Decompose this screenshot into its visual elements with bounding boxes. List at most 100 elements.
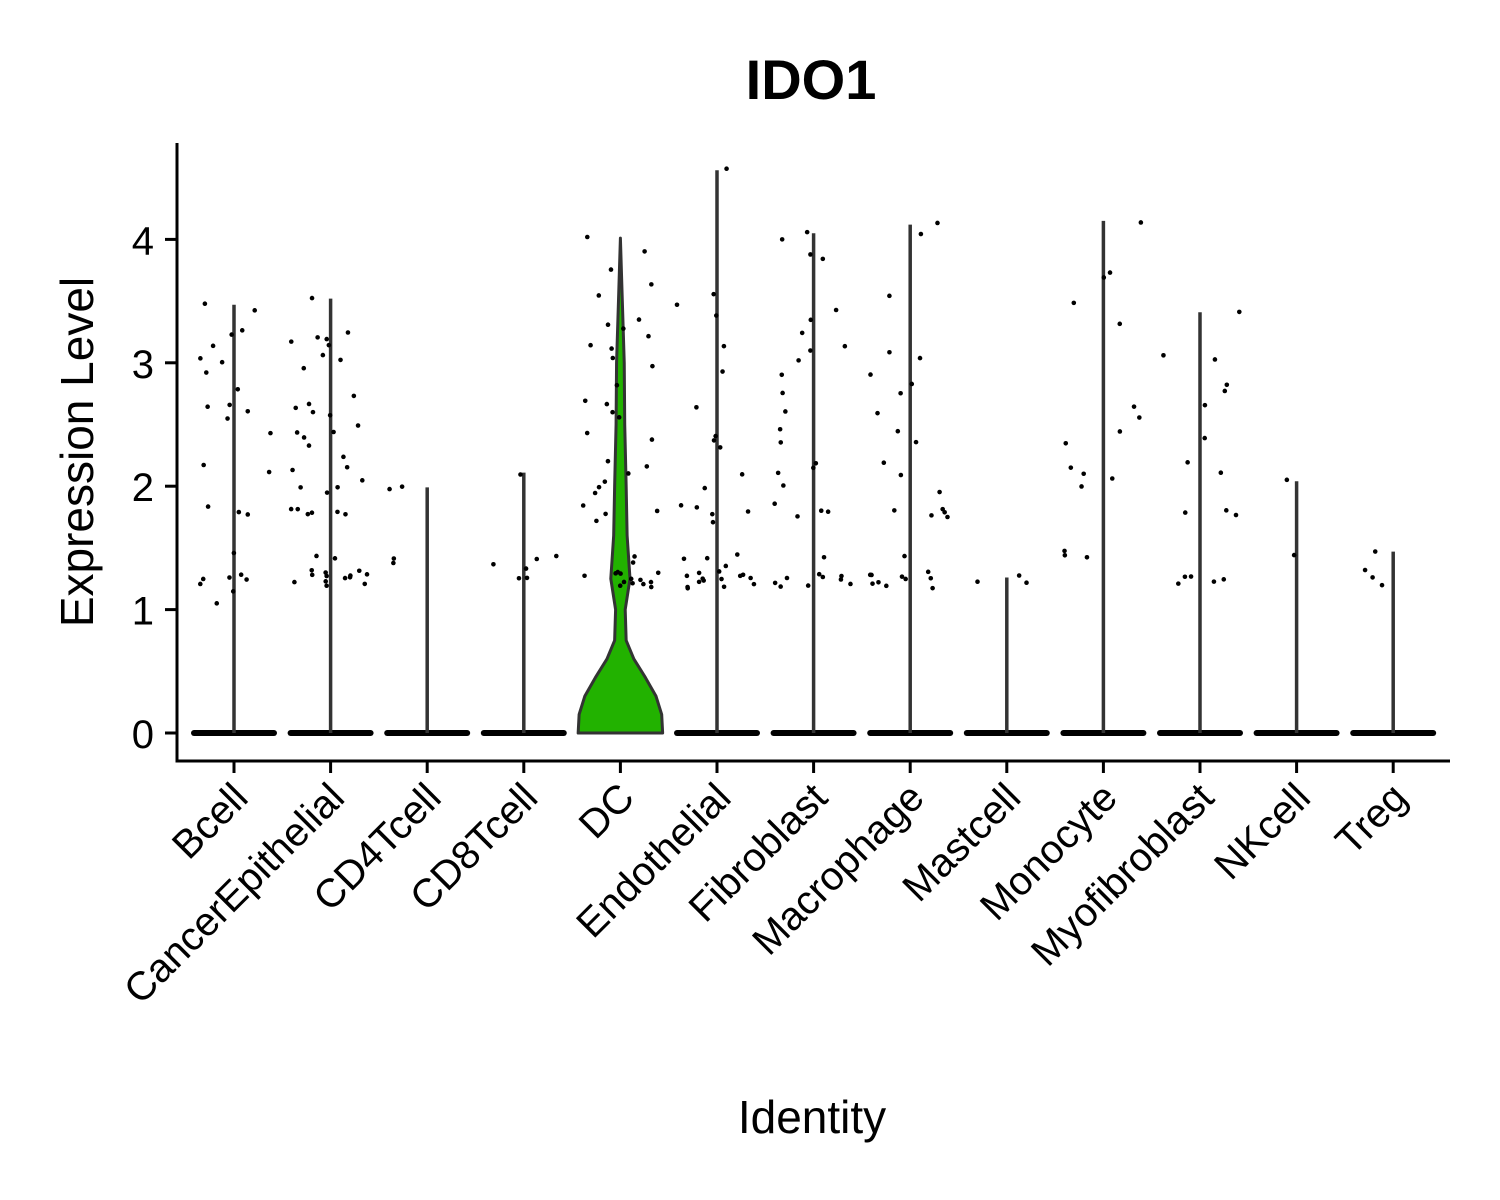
- y-tick-label: 3: [132, 343, 154, 387]
- point: [200, 576, 206, 582]
- point: [721, 343, 727, 349]
- point: [748, 575, 753, 581]
- point: [1016, 573, 1022, 578]
- point: [616, 415, 622, 420]
- point: [820, 574, 826, 580]
- point: [783, 409, 788, 414]
- point: [870, 581, 875, 586]
- point: [534, 556, 540, 562]
- point: [648, 579, 654, 585]
- point: [1211, 579, 1217, 584]
- point: [338, 357, 343, 363]
- point: [714, 313, 719, 318]
- point: [331, 429, 336, 435]
- point: [491, 562, 496, 567]
- point: [813, 460, 819, 466]
- point: [694, 505, 700, 510]
- point: [1372, 549, 1378, 554]
- point: [1182, 510, 1188, 515]
- point: [869, 572, 874, 578]
- point: [314, 553, 319, 559]
- point: [327, 413, 333, 418]
- point: [735, 552, 740, 557]
- point: [236, 509, 242, 515]
- point: [320, 352, 326, 358]
- point: [245, 512, 251, 517]
- point: [646, 333, 651, 339]
- point: [808, 348, 813, 353]
- point: [391, 556, 397, 561]
- point: [1185, 460, 1190, 465]
- point: [524, 575, 530, 581]
- point: [306, 401, 312, 407]
- point: [323, 579, 329, 584]
- point: [696, 579, 702, 585]
- point: [724, 166, 729, 171]
- point: [324, 573, 329, 579]
- x-tick-label: Treg: [1327, 775, 1415, 863]
- point: [930, 585, 935, 591]
- point: [799, 330, 805, 336]
- point: [937, 489, 942, 495]
- plot-area: [191, 166, 1437, 736]
- point: [1218, 470, 1224, 475]
- point: [678, 503, 684, 508]
- point: [605, 458, 611, 464]
- point: [1084, 554, 1090, 560]
- point: [704, 555, 710, 561]
- point: [868, 372, 873, 377]
- point: [895, 428, 901, 434]
- point: [721, 584, 727, 590]
- point: [266, 469, 272, 475]
- point: [739, 472, 745, 477]
- point: [351, 393, 357, 399]
- point: [681, 556, 687, 562]
- point: [1362, 567, 1368, 573]
- y-tick-label: 2: [132, 466, 154, 510]
- point: [305, 511, 311, 517]
- point: [252, 308, 258, 313]
- point: [610, 409, 615, 415]
- point: [523, 566, 529, 571]
- point: [580, 503, 586, 508]
- point: [1224, 382, 1230, 388]
- point: [582, 398, 588, 404]
- point: [335, 509, 340, 515]
- point: [778, 440, 784, 445]
- point: [821, 554, 827, 560]
- point: [292, 579, 297, 585]
- x-tick-label: DC: [571, 775, 643, 847]
- point: [1284, 477, 1290, 483]
- point: [309, 572, 315, 578]
- point: [596, 484, 602, 490]
- point: [1063, 440, 1069, 446]
- point: [1079, 484, 1084, 489]
- point: [717, 445, 723, 450]
- point: [780, 390, 785, 396]
- point: [592, 490, 598, 496]
- point: [295, 506, 301, 512]
- point: [1223, 508, 1229, 513]
- point: [641, 581, 646, 587]
- point: [674, 302, 680, 308]
- point: [294, 430, 300, 435]
- point: [614, 382, 620, 388]
- point: [975, 579, 980, 585]
- point: [202, 301, 208, 306]
- point: [1101, 275, 1107, 280]
- point: [833, 307, 839, 313]
- point: [227, 575, 232, 580]
- point: [781, 483, 786, 488]
- point: [201, 462, 206, 468]
- point: [784, 575, 790, 581]
- point: [751, 581, 757, 587]
- point: [902, 553, 907, 559]
- point: [1117, 321, 1123, 327]
- point: [231, 550, 237, 556]
- point: [210, 343, 216, 349]
- point: [655, 570, 661, 576]
- point: [332, 556, 338, 561]
- point: [609, 346, 614, 351]
- point: [594, 518, 599, 524]
